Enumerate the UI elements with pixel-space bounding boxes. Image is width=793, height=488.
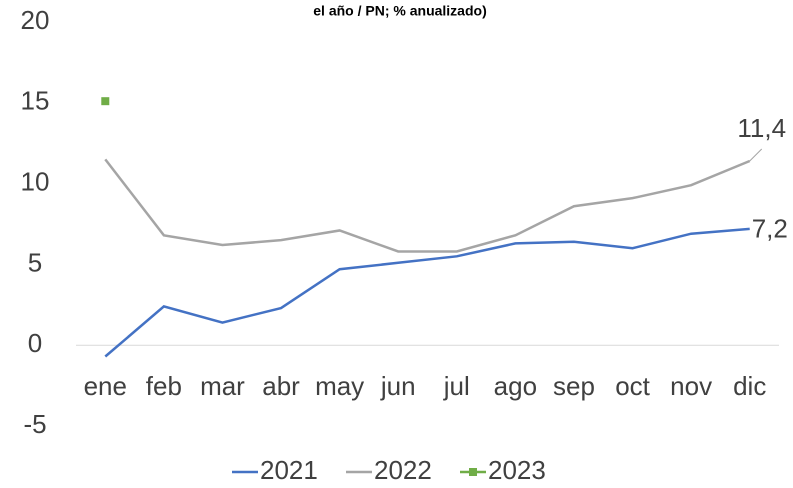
y-tick-label: -5	[23, 409, 46, 439]
data-label: 11,4	[737, 113, 786, 143]
y-tick-label: 5	[28, 247, 42, 277]
chart-title: el año / PN; % anualizado)	[313, 3, 486, 19]
data-label: 7,2	[752, 214, 788, 244]
x-tick-label: dic	[733, 371, 766, 401]
legend-marker	[469, 468, 477, 476]
y-tick-label: 15	[21, 86, 50, 116]
series-line	[104, 158, 751, 253]
x-tick-label: abr	[262, 371, 300, 401]
leader-line	[749, 148, 763, 162]
legend-label: 2023	[488, 455, 546, 485]
legend-label: 2022	[374, 455, 432, 485]
x-tick-label: sep	[553, 371, 595, 401]
legend-label: 2021	[260, 455, 318, 485]
series-marker	[101, 97, 110, 106]
series-line	[104, 227, 750, 358]
x-tick-label: feb	[146, 371, 182, 401]
x-tick-label: ago	[494, 371, 537, 401]
y-tick-label: 10	[21, 166, 50, 196]
y-tick-label: 0	[28, 328, 42, 358]
y-tick-label: 20	[21, 5, 50, 35]
x-tick-label: jun	[380, 371, 416, 401]
x-tick-label: may	[315, 371, 364, 401]
x-tick-label: nov	[670, 371, 712, 401]
x-tick-label: ene	[84, 371, 127, 401]
x-tick-label: jul	[443, 371, 470, 401]
x-tick-label: oct	[615, 371, 650, 401]
x-tick-label: mar	[200, 371, 245, 401]
